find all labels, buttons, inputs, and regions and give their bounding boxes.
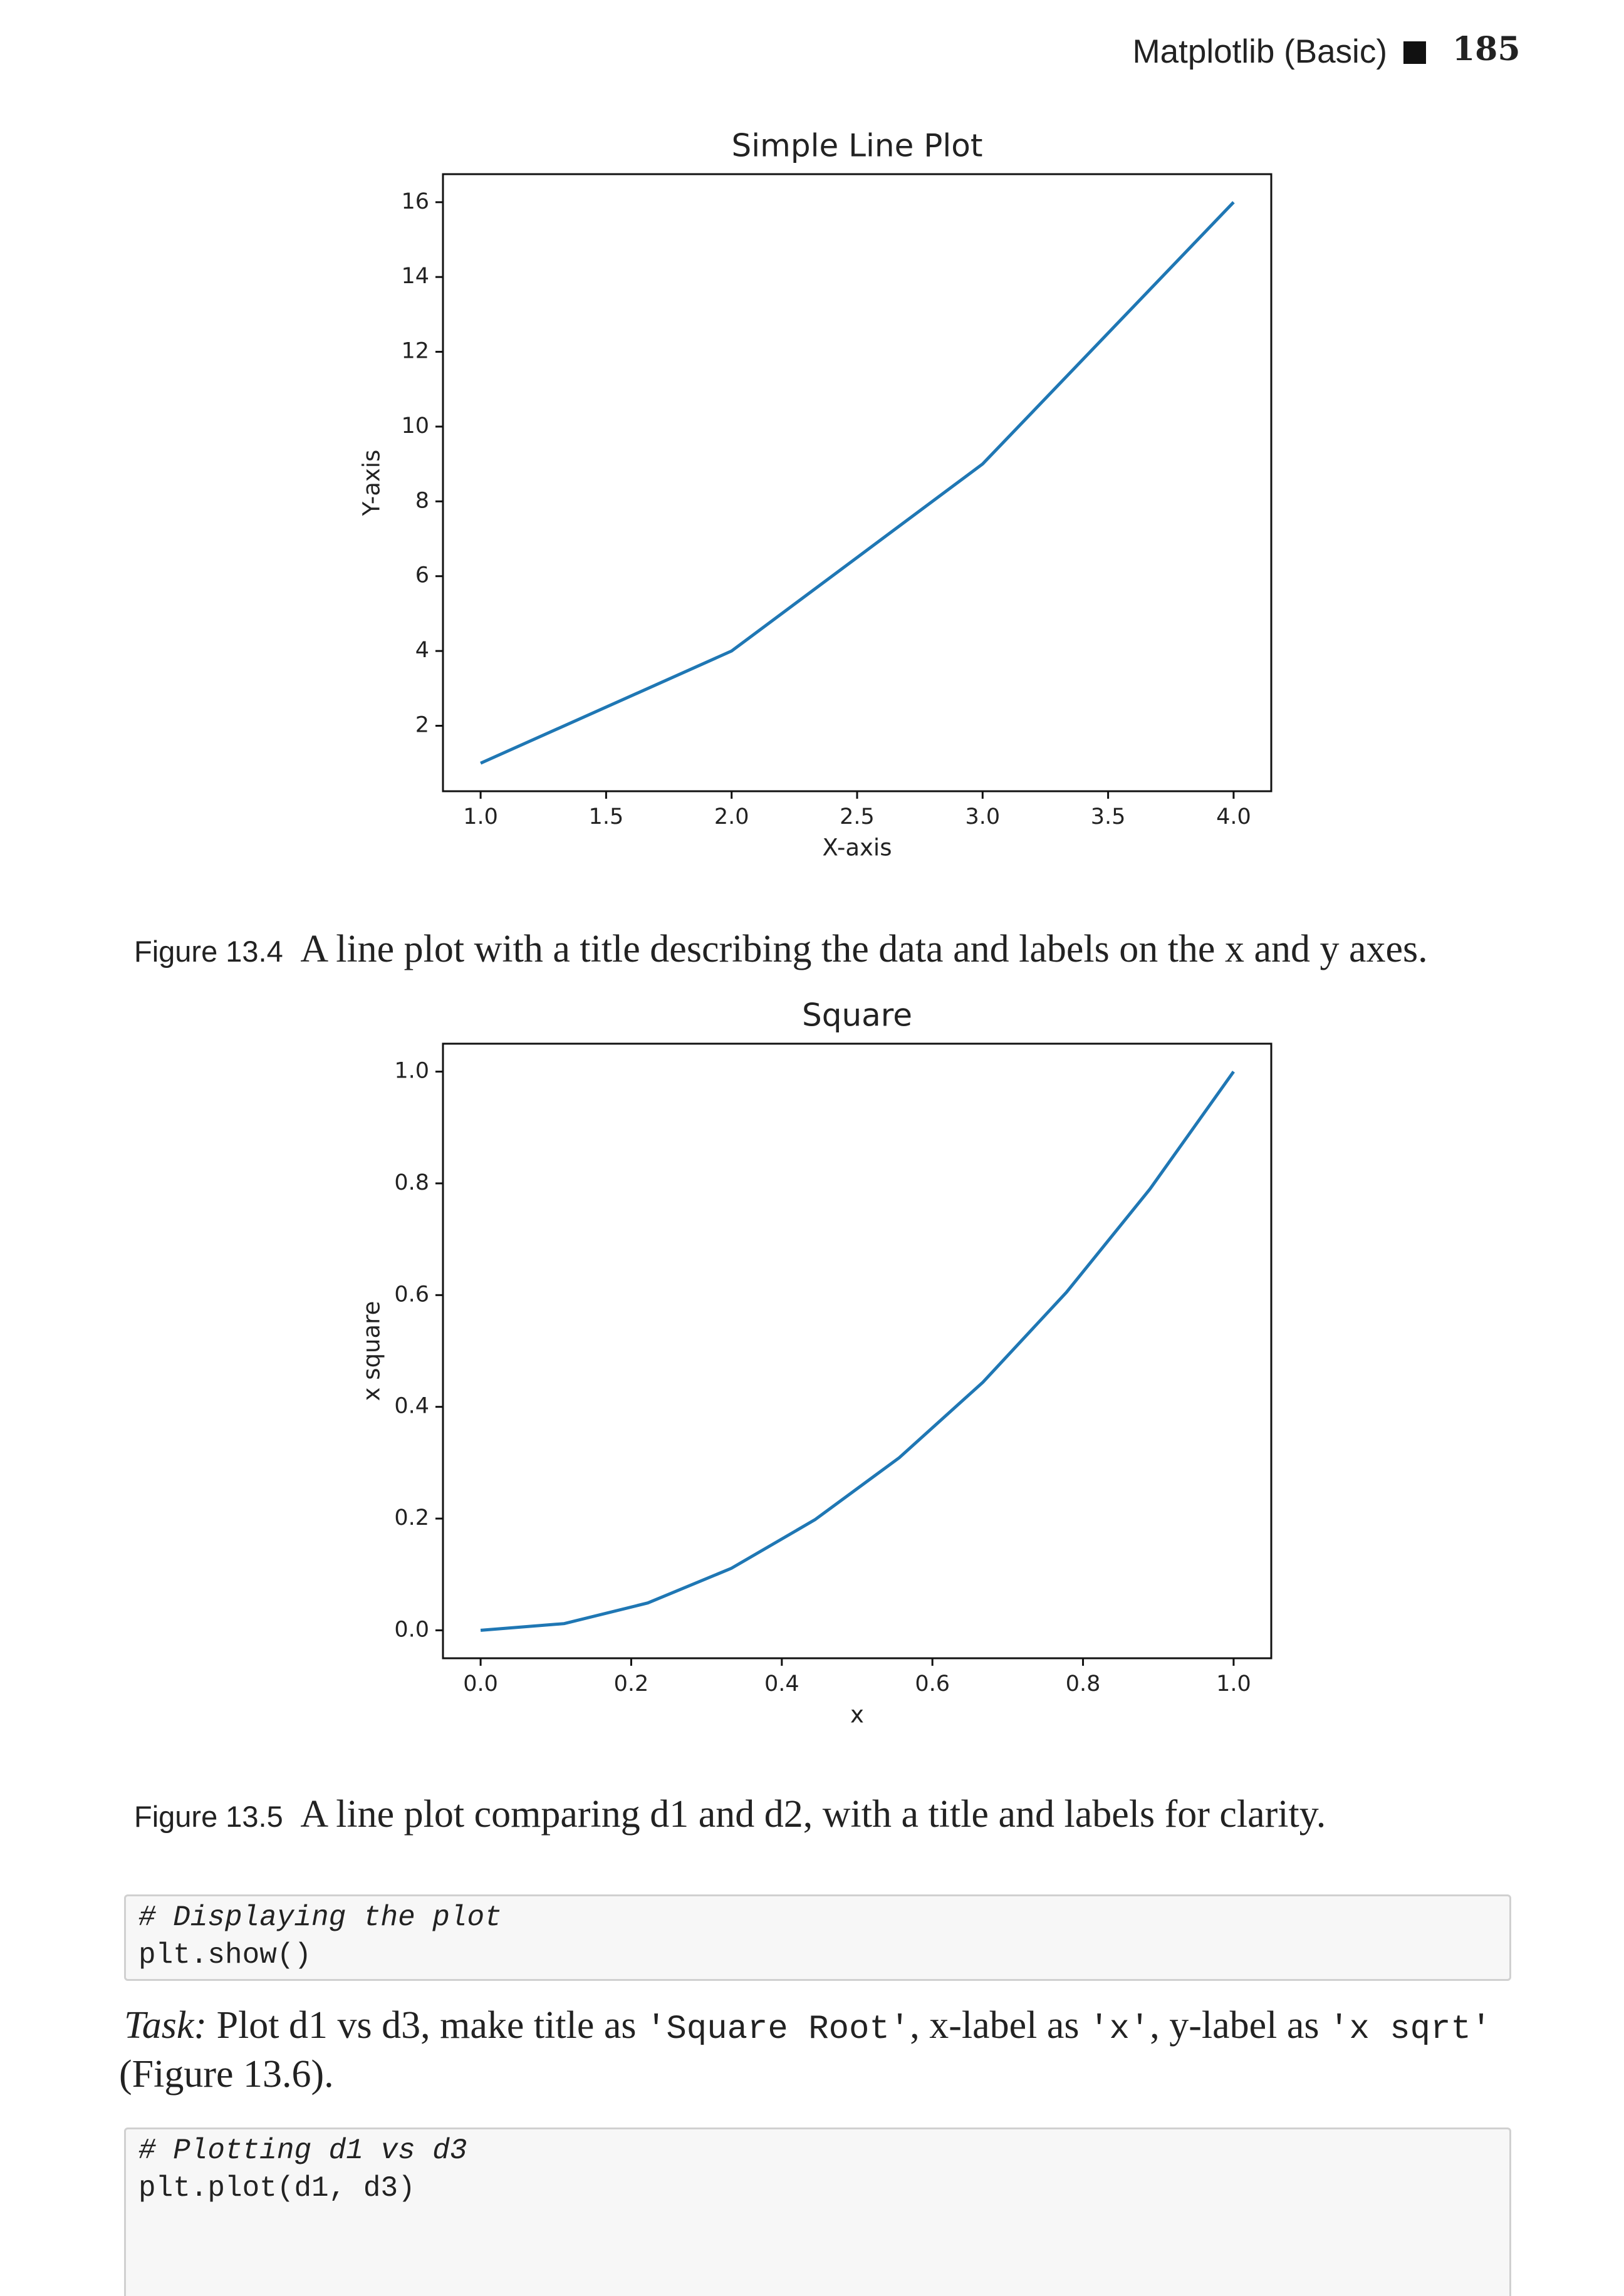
x-axis-label: x — [850, 1701, 864, 1728]
y-tick-label: 1.0 — [394, 1059, 429, 1084]
code-line: plt.show() — [138, 1939, 312, 1971]
x-tick-label: 2.0 — [714, 804, 749, 829]
caption-body: A line plot comparing d1 and d2, with a … — [300, 1793, 1326, 1836]
y-tick-label: 2 — [415, 713, 429, 738]
x-tick-label: 3.0 — [965, 804, 1000, 829]
task-line: Task: Plot d1 vs d3, make title as 'Squa… — [124, 2003, 1491, 2049]
caption-label: Figure 13.5 — [134, 1800, 283, 1833]
x-tick-label: 1.0 — [463, 804, 498, 829]
code-block: # Plotting d1 vs d3 plt.plot(d1, d3) — [124, 2127, 1511, 2296]
task-code: 'Square Root' — [645, 2010, 910, 2049]
x-tick-label: 1.5 — [589, 804, 624, 829]
plot-frame — [442, 1042, 1273, 1660]
y-tick-label: 6 — [415, 563, 429, 588]
code-line: plt.plot(d1, d3) — [138, 2172, 415, 2205]
code-line: # Plotting d1 vs d3 — [138, 2134, 467, 2167]
x-tick-label: 0.4 — [764, 1671, 799, 1696]
task-label: Task: — [124, 2004, 207, 2047]
section-title: Matplotlib (Basic) — [1132, 33, 1387, 70]
code-line: # Displaying the plot — [138, 1901, 502, 1934]
y-tick-label: 0.4 — [394, 1394, 429, 1419]
plot-frame — [442, 173, 1273, 792]
y-tick-label: 14 — [401, 264, 429, 289]
x-tick-label: 2.5 — [840, 804, 875, 829]
caption-label: Figure 13.4 — [134, 935, 283, 968]
y-tick-label: 4 — [415, 638, 429, 663]
chart-title: Simple Line Plot — [732, 128, 983, 164]
task-text: Plot d1 vs d3, make title as — [207, 2004, 646, 2047]
x-tick-label: 0.8 — [1066, 1671, 1101, 1696]
x-tick-label: 1.0 — [1216, 1671, 1251, 1696]
code-block: # Displaying the plot plt.show() — [124, 1894, 1511, 1981]
x-tick-label: 0.2 — [614, 1671, 649, 1696]
task-code: 'x' — [1089, 2010, 1150, 2049]
data-line — [480, 1071, 1235, 1632]
header-square — [1403, 41, 1426, 64]
x-tick-label: 0.0 — [463, 1671, 498, 1696]
task-code: 'x sqrt' — [1329, 2010, 1492, 2049]
task-text: , x-label as — [910, 2004, 1090, 2047]
caption: Figure 13.4 A line plot with a title des… — [124, 916, 1428, 983]
chart-title: Square — [802, 997, 912, 1034]
y-tick-label: 8 — [415, 488, 429, 513]
caption-text: A line plot comparing d1 and d2, with a … — [283, 1793, 1326, 1836]
y-tick-label: 0.6 — [394, 1282, 429, 1307]
caption-body: A line plot with a title describing the … — [300, 928, 1428, 970]
task-line: (Figure 13.6). — [119, 2053, 334, 2096]
page-number: 185 — [1452, 30, 1521, 68]
data-line — [480, 201, 1235, 765]
x-tick-label: 0.6 — [915, 1671, 950, 1696]
y-tick-label: 0.8 — [394, 1170, 429, 1195]
caption-text: A line plot with a title describing the … — [283, 928, 1428, 970]
y-tick-label: 0.0 — [394, 1617, 429, 1642]
y-tick-label: 12 — [401, 339, 429, 364]
x-tick-label: 3.5 — [1091, 804, 1126, 829]
x-tick-label: 4.0 — [1216, 804, 1251, 829]
y-axis-label: x square — [358, 1301, 385, 1401]
y-tick-label: 0.2 — [394, 1505, 429, 1530]
x-axis-label: X-axis — [823, 834, 892, 861]
y-axis-label: Y-axis — [358, 450, 385, 517]
task-text: , y-label as — [1150, 2004, 1330, 2047]
caption: Figure 13.5 A line plot comparing d1 and… — [124, 1781, 1326, 1848]
y-tick-label: 10 — [401, 413, 429, 439]
y-tick-label: 16 — [401, 189, 429, 214]
